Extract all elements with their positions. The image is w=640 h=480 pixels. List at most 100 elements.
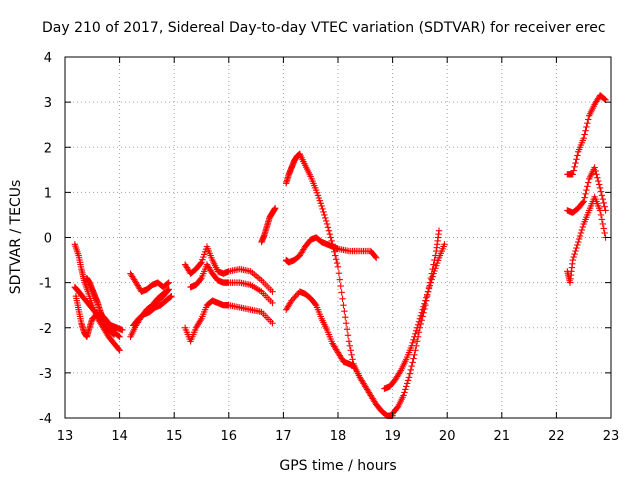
series-arc-14d [143,286,172,313]
data-point [423,294,430,301]
data-point [428,276,435,283]
data-point [402,386,409,393]
y-tick-label: 1 [44,186,52,201]
grid [65,57,611,418]
series-arc-17-down [296,150,358,372]
data-point [413,338,421,345]
data-points [71,92,609,419]
data-point [583,123,590,131]
data-point [348,351,355,359]
data-point [345,338,353,345]
series-arc-22c [564,193,609,286]
data-point [570,167,577,174]
data-point [197,317,204,324]
data-point [168,292,175,300]
chart-title: Day 210 of 2017, Sidereal Day-to-day VTE… [42,20,606,36]
data-point [579,199,586,206]
data-point [342,314,349,321]
data-point [292,292,299,300]
data-point [332,256,340,263]
data-point [165,286,172,293]
data-point [573,156,580,163]
data-point [413,324,421,331]
data-point [423,291,431,298]
data-point [167,293,174,301]
data-point [569,256,576,264]
data-point [601,203,608,210]
data-point [335,270,343,277]
data-point [574,152,581,159]
data-point [576,232,584,240]
data-point [116,347,123,354]
data-point [373,254,380,262]
data-point [338,289,345,296]
y-tick-label: 4 [44,51,52,66]
data-point [598,192,606,199]
data-point [318,202,325,210]
data-point [337,282,344,290]
data-point [269,320,276,327]
data-point [415,318,423,325]
data-point [572,159,579,167]
data-point [272,204,279,212]
data-point [288,297,295,304]
data-point [322,214,329,222]
data-point [325,227,333,234]
data-point [344,332,352,339]
data-point [573,244,580,252]
data-point [421,300,428,307]
x-tick-label: 18 [330,429,347,444]
data-point [336,276,344,283]
data-point [601,95,608,103]
data-point [582,127,589,134]
data-point [595,181,603,188]
y-tick-label: -1 [39,277,52,292]
data-point [599,195,607,203]
data-point [405,374,413,381]
data-point [346,342,354,349]
data-point [429,273,436,280]
x-axis-label: GPS time / hours [279,458,396,474]
series-arc-14a [127,270,172,295]
data-point [585,116,592,123]
x-tick-label: 21 [494,429,511,444]
data-point [430,261,437,268]
data-point [572,247,579,255]
data-point [578,226,586,234]
data-point [416,315,424,322]
data-point [601,229,608,237]
data-point [400,392,407,399]
data-point [115,345,122,353]
data-point [408,362,415,370]
data-point [412,330,419,337]
x-tick-label: 13 [57,429,74,444]
y-tick-label: -3 [39,367,52,382]
data-point [412,347,419,354]
data-point [415,329,423,336]
series-arc-22a [564,92,609,178]
y-tick-label: -4 [39,412,52,427]
data-point [596,207,604,214]
data-point [269,299,276,307]
series-arc-18-19 [381,241,448,392]
data-point [410,336,417,343]
series-arc-13b [71,283,126,334]
data-point [583,186,590,194]
data-point [403,380,411,387]
series-arc-17-mid [282,234,380,266]
data-point [571,163,578,171]
data-point [597,211,605,219]
data-point [571,250,578,258]
data-point [334,263,342,271]
data-point [582,190,589,198]
data-point [347,347,354,354]
data-point [595,177,602,185]
data-point [422,297,429,304]
data-point [592,167,599,175]
x-tick-label: 14 [111,429,128,444]
data-point [349,356,356,363]
x-tick-label: 16 [221,429,238,444]
data-point [293,291,301,298]
data-point [319,205,326,213]
